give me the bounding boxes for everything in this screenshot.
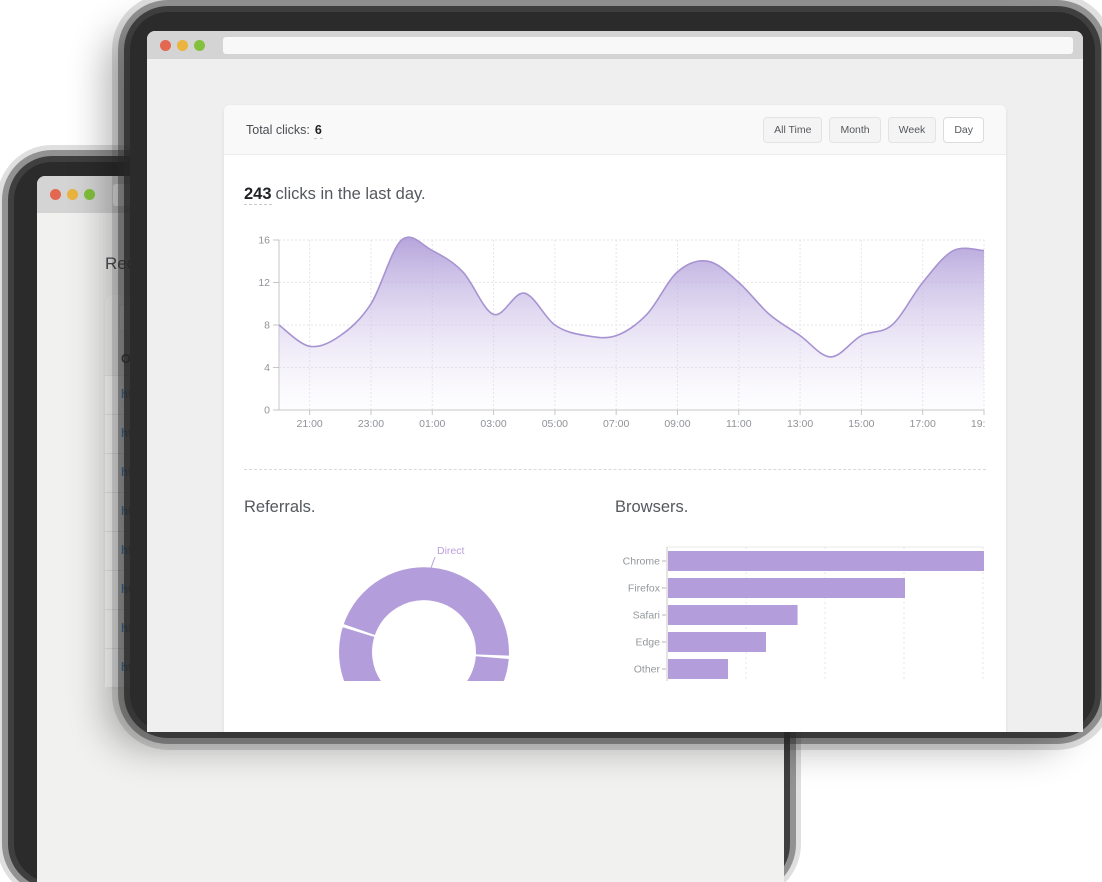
foreground-window: Total clicks: 6 All Time Month Week Day 243 c… [130, 12, 1095, 732]
referrals-title: Referrals. [244, 498, 316, 516]
range-button-all-time[interactable]: All Time [763, 116, 823, 143]
svg-text:Safari: Safari [633, 610, 660, 622]
svg-text:05:00: 05:00 [542, 418, 568, 430]
analytics-card: Total clicks: 6 All Time Month Week Day 243 c… [224, 105, 1006, 732]
total-clicks: Total clicks: 6 [246, 122, 323, 139]
traffic-light-minimize-icon[interactable] [67, 189, 78, 200]
svg-text:16: 16 [258, 235, 270, 247]
traffic-light-zoom-icon[interactable] [84, 189, 95, 200]
clicks-area-chart: 0 4 8 12 16 21:00 23:00 01:00 03:00 05:00 07:00 09:… [258, 235, 986, 431]
browsers-title: Browsers. [615, 498, 689, 516]
browsers-bar-chart: Chrome Firefox Safari Edge Other [623, 546, 984, 681]
svg-text:Chrome: Chrome [623, 556, 661, 568]
svg-text:19:00: 19:00 [971, 418, 986, 430]
traffic-light-close-icon[interactable] [50, 189, 61, 200]
section-divider [244, 469, 986, 470]
range-button-week[interactable]: Week [887, 116, 937, 143]
svg-text:13:00: 13:00 [787, 418, 813, 430]
svg-text:12: 12 [258, 277, 270, 289]
referrals-section: Referrals. Direct [244, 498, 615, 681]
svg-text:07:00: 07:00 [603, 418, 629, 430]
svg-text:0: 0 [264, 405, 270, 417]
card-body: 243 clicks in the last day. 0 4 8 12 16 21:00 2… [224, 185, 1006, 681]
traffic-light-minimize-icon[interactable] [177, 39, 188, 51]
range-button-month[interactable]: Month [829, 116, 881, 143]
svg-text:15:00: 15:00 [848, 418, 874, 430]
svg-text:Other: Other [634, 664, 661, 676]
svg-text:4: 4 [264, 362, 270, 374]
svg-text:11:00: 11:00 [726, 418, 752, 430]
svg-text:Direct: Direct [437, 545, 465, 557]
traffic-light-close-icon[interactable] [160, 39, 171, 51]
browser-viewport: Total clicks: 6 All Time Month Week Day 243 c… [147, 59, 1083, 732]
svg-text:17:00: 17:00 [910, 418, 936, 430]
clicks-count: 243 [244, 185, 272, 205]
svg-text:23:00: 23:00 [358, 418, 384, 430]
range-button-day[interactable]: Day [943, 116, 984, 143]
svg-text:21:00: 21:00 [297, 418, 323, 430]
referrals-donut-chart: Direct [339, 545, 509, 681]
address-bar[interactable] [223, 36, 1073, 54]
svg-text:01:00: 01:00 [419, 418, 445, 430]
card-header: Total clicks: 6 All Time Month Week Day [224, 105, 1006, 155]
total-clicks-label: Total clicks: [246, 122, 310, 137]
svg-text:09:00: 09:00 [664, 418, 690, 430]
svg-text:Firefox: Firefox [628, 583, 661, 595]
range-buttons: All Time Month Week Day [763, 116, 984, 143]
window-titlebar [147, 31, 1083, 59]
clicks-summary-text: clicks in the last day. [275, 185, 426, 203]
total-clicks-value: 6 [313, 122, 323, 139]
clicks-summary: 243 clicks in the last day. [244, 185, 986, 205]
lower-sections: Referrals. Direct Browsers. Chrome Firefo… [244, 470, 986, 681]
svg-text:03:00: 03:00 [480, 418, 506, 430]
traffic-light-zoom-icon[interactable] [194, 39, 205, 51]
svg-text:Edge: Edge [635, 637, 660, 649]
svg-text:8: 8 [264, 320, 270, 332]
browsers-section: Browsers. Chrome Firefox Safari Edge Other [615, 498, 986, 681]
foreground-window-body: Total clicks: 6 All Time Month Week Day 243 c… [147, 31, 1083, 732]
